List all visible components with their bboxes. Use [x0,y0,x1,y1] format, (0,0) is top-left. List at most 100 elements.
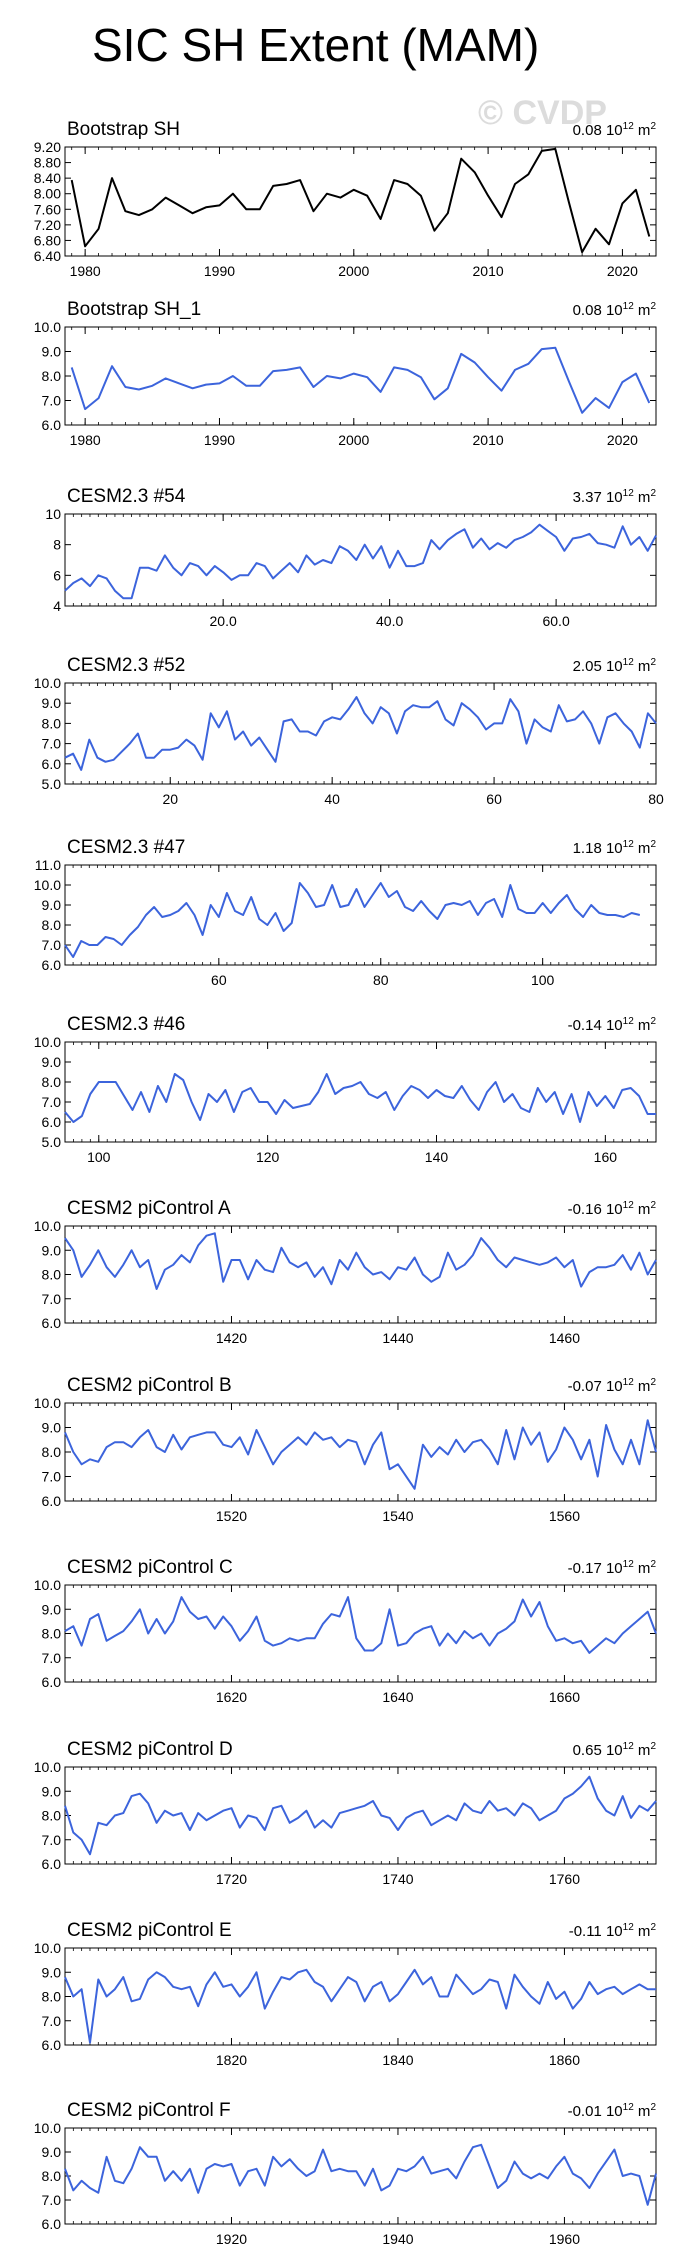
y-tick-label: 9.0 [42,2144,62,2160]
trend-exponent: 12 [623,1377,635,1388]
y-tick-label: 9.0 [42,344,62,360]
trend-exponent: 12 [623,1200,635,1211]
y-tick-label: 7.0 [42,1469,62,1485]
chart-title: CESM2.3 #52 [67,655,185,676]
trend-label: -0.07 1012 m2 [568,1377,657,1395]
y-tick-label: 7.0 [42,1291,62,1307]
trend-unit: m [634,840,651,857]
x-tick-label: 1820 [216,2052,247,2068]
trend-unit: m [634,302,651,319]
x-tick-label: 1860 [549,2052,580,2068]
y-tick-label: 6.0 [42,2037,62,2053]
x-tick-label: 40 [324,791,340,807]
y-tick-label: 6.0 [42,417,62,433]
chart-title: CESM2.3 #46 [67,1014,185,1035]
x-tick-label: 100 [87,1149,111,1165]
y-tick-label: 9.0 [42,1054,62,1070]
trend-exponent: 12 [623,488,635,499]
trend-label: 0.08 1012 m2 [573,301,657,319]
trend-exponent: 12 [623,2102,635,2113]
x-tick-label: 1560 [549,1508,580,1524]
y-tick-label: 8.0 [42,1074,62,1090]
y-tick-label: 9.0 [42,897,62,913]
y-tick-label: 10.0 [34,1940,61,1956]
y-tick-label: 8.0 [42,1444,62,1460]
series-line [64,1968,656,2044]
trend-label: -0.16 1012 m2 [568,1200,657,1218]
cvdp-watermark: © CVDP [478,94,607,132]
y-tick-label: 6.0 [42,1674,62,1690]
x-tick-label: 1980 [70,432,101,448]
trend-label: 0.08 1012 m2 [573,121,657,139]
trend-unit-exponent: 2 [650,301,656,312]
y-tick-label: 8.0 [42,1989,62,2005]
page-title: SIC SH Extent (MAM) [92,19,540,71]
y-tick-label: 6.0 [42,1114,62,1130]
trend-unit-exponent: 2 [650,1377,656,1388]
y-tick-label: 10.0 [34,675,61,691]
chart-10: CESM2 piControl E -0.11 1012 m2 6.0 7.0 8.0 9… [34,1920,657,2068]
chart-title: CESM2 piControl A [67,1198,231,1219]
x-tick-label: 60.0 [542,613,569,629]
plot-frame [64,1584,657,1683]
plot-frame [64,682,657,785]
trend-exponent: 12 [623,839,635,850]
y-tick-label: 9.20 [34,139,61,155]
trend-label: 2.05 1012 m2 [573,657,657,675]
trend-unit-exponent: 2 [650,1741,656,1752]
x-tick-label: 1960 [549,2231,580,2247]
y-tick-label: 8.0 [42,368,62,384]
trend-unit: m [634,1201,651,1218]
y-tick-label: 6.0 [42,957,62,973]
x-tick-label: 1660 [549,1689,580,1705]
y-tick-label: 6.0 [42,2216,62,2232]
y-tick-label: 8.0 [42,1626,62,1642]
chart-4: CESM2.3 #47 1.18 1012 m2 6.0 7.0 8.0 9.0 10.0 1… [34,837,657,988]
y-tick-label: 10.0 [34,2120,61,2136]
x-tick-label: 2000 [338,263,369,279]
y-tick-label: 6.0 [42,1493,62,1509]
chart-title: Bootstrap SH_1 [67,299,201,320]
y-tick-label: 6.0 [42,1315,62,1331]
y-tick-label: 10.0 [34,1759,61,1775]
chart-9: CESM2 piControl D 0.65 1012 m2 6.0 7.0 8.0 9.… [34,1739,657,1887]
x-tick-label: 2010 [473,432,504,448]
plot-frame [64,2127,657,2225]
trend-unit-exponent: 2 [650,1922,656,1933]
trend-unit: m [634,1017,651,1034]
trend-value: -0.16 10 [568,1201,623,1218]
trend-unit-exponent: 2 [650,657,656,668]
trend-value: -0.11 10 [569,1923,623,1940]
y-tick-label: 8.80 [34,155,61,171]
y-tick-label: 7.0 [42,1832,62,1848]
trend-unit: m [634,2103,651,2120]
chart-11: CESM2 piControl F -0.01 1012 m2 6.0 7.0 8.0 9… [34,2100,657,2247]
x-tick-label: 40.0 [376,613,403,629]
chart-6: CESM2 piControl A -0.16 1012 m2 6.0 7.0 8.0 9… [34,1198,657,1346]
chart-title: CESM2 piControl E [67,1920,232,1941]
x-tick-label: 1760 [549,1871,580,1887]
chart-title: CESM2.3 #54 [67,486,186,507]
x-tick-label: 20 [162,791,178,807]
trend-exponent: 12 [623,121,635,132]
series-line [64,1232,657,1290]
y-tick-label: 9.0 [42,1601,62,1617]
x-tick-label: 2010 [473,263,504,279]
trend-label: -0.17 1012 m2 [568,1559,657,1577]
trend-value: 3.37 10 [573,489,623,506]
x-tick-label: 2020 [607,263,638,279]
y-tick-label: 6.80 [34,232,61,248]
trend-exponent: 12 [623,1922,635,1933]
trend-exponent: 12 [623,1559,635,1570]
trend-unit: m [634,1378,651,1395]
trend-exponent: 12 [623,1016,635,1027]
y-tick-label: 7.0 [42,736,62,752]
plot-frame [64,513,657,607]
trend-value: 1.18 10 [573,840,623,857]
chart-2: CESM2.3 #54 3.37 1012 m2 4 6 8 10 20.0 40.0 60.0 [45,486,657,629]
y-tick-label: 7.60 [34,201,61,217]
x-tick-label: 20.0 [210,613,237,629]
y-tick-label: 6.40 [34,248,61,264]
trend-unit-exponent: 2 [650,2102,656,2113]
